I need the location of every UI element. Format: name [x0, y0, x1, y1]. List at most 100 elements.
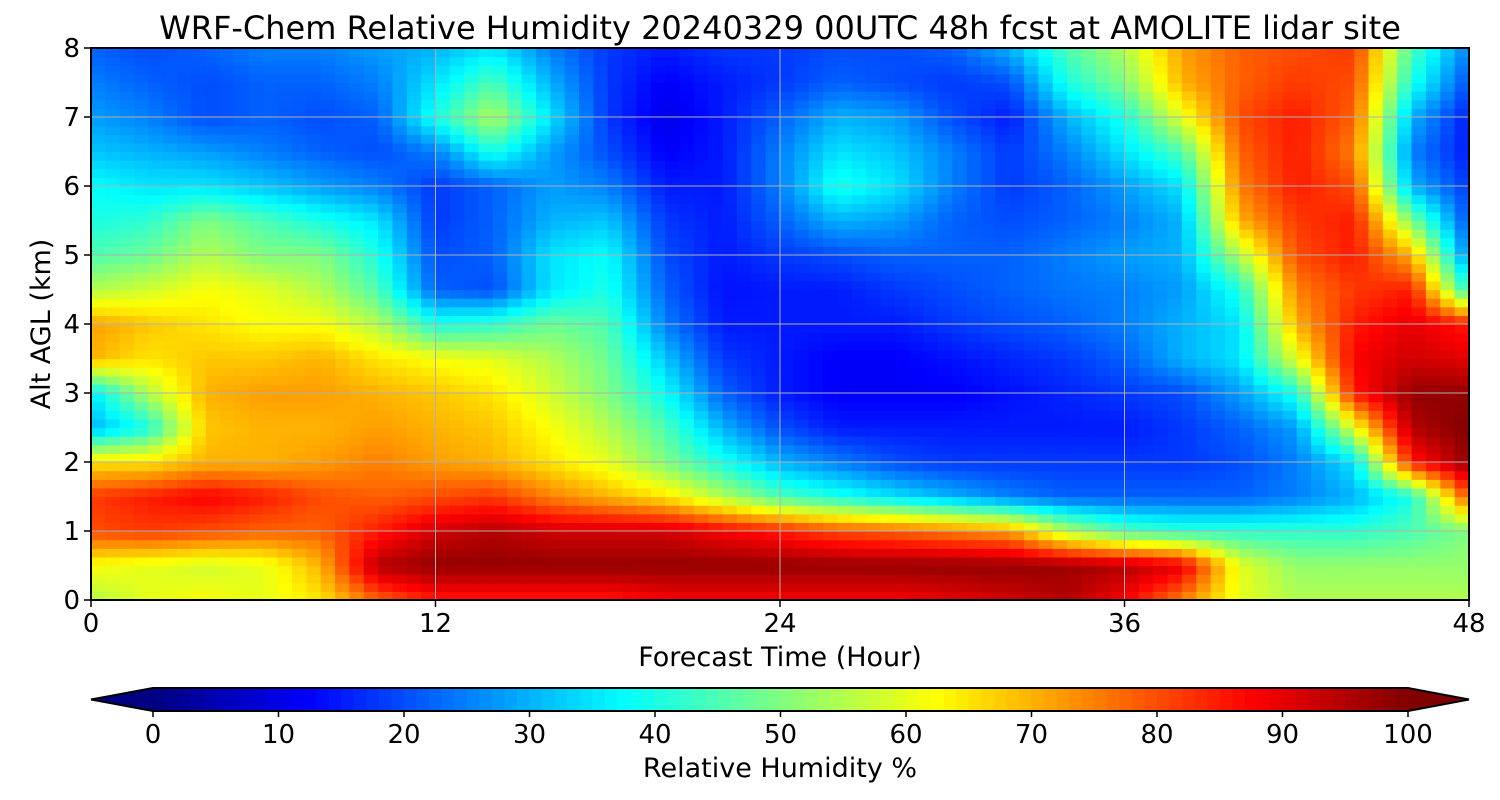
heatmap-cell: [966, 160, 982, 170]
heatmap-cell: [320, 513, 336, 523]
heatmap-cell: [823, 548, 839, 558]
heatmap-cell: [105, 194, 121, 204]
heatmap-cell: [91, 401, 106, 411]
heatmap-cell: [478, 349, 494, 360]
heatmap-cell: [1224, 513, 1240, 523]
heatmap-cell: [220, 324, 236, 334]
heatmap-cell: [1239, 220, 1255, 230]
heatmap-cell: [492, 427, 508, 437]
heatmap-cell: [980, 393, 996, 403]
heatmap-cell: [823, 470, 839, 480]
heatmap-cell: [1081, 349, 1097, 360]
heatmap-cell: [263, 324, 279, 334]
heatmap-cell: [794, 487, 810, 498]
heatmap-cell: [607, 582, 623, 592]
heatmap-cell: [320, 496, 336, 506]
heatmap-cell: [1411, 505, 1427, 515]
heatmap-cell: [435, 289, 451, 299]
heatmap-cell: [880, 522, 896, 532]
heatmap-cell: [593, 453, 609, 463]
heatmap-cell: [1067, 160, 1083, 170]
heatmap-cell: [880, 401, 896, 411]
heatmap-cell: [851, 246, 867, 256]
heatmap-cell: [1110, 522, 1126, 532]
heatmap-cell: [1397, 384, 1413, 394]
heatmap-cell: [349, 375, 365, 385]
heatmap-cell: [736, 539, 752, 549]
heatmap-cell: [421, 367, 437, 377]
heatmap-cell: [607, 186, 623, 196]
heatmap-cell: [995, 186, 1011, 196]
heatmap-cell: [291, 237, 307, 247]
heatmap-cell: [837, 237, 853, 247]
heatmap-cell: [378, 237, 394, 247]
heatmap-cell: [894, 229, 910, 239]
heatmap-cell: [1009, 427, 1025, 437]
heatmap-cell: [191, 453, 207, 463]
heatmap-cell: [622, 306, 638, 316]
heatmap-cell: [1081, 479, 1097, 489]
heatmap-cell: [937, 289, 953, 299]
heatmap-cell: [1425, 565, 1441, 575]
heatmap-cell: [320, 410, 336, 420]
heatmap-cell: [435, 548, 451, 558]
heatmap-cell: [1397, 168, 1413, 178]
heatmap-cell: [1224, 324, 1240, 334]
heatmap-cell: [722, 255, 738, 265]
heatmap-cell: [1210, 556, 1226, 567]
heatmap-cell: [1411, 410, 1427, 420]
heatmap-cell: [1425, 367, 1441, 377]
heatmap-cell: [579, 427, 594, 437]
heatmap-cell: [937, 436, 953, 446]
heatmap-cell: [1210, 522, 1226, 532]
heatmap-cell: [492, 505, 508, 515]
heatmap-cell: [320, 349, 336, 360]
heatmap-cell: [507, 513, 523, 523]
heatmap-cell: [105, 332, 121, 342]
heatmap-cell: [909, 367, 925, 377]
heatmap-cell: [780, 539, 795, 549]
heatmap-cell: [736, 263, 752, 273]
heatmap-cell: [363, 479, 379, 489]
heatmap-cell: [1153, 246, 1169, 256]
heatmap-cell: [1052, 462, 1068, 472]
heatmap-cell: [1368, 496, 1384, 506]
heatmap-cell: [665, 479, 681, 489]
heatmap-cell: [306, 272, 322, 282]
heatmap-cell: [894, 548, 910, 558]
heatmap-cell: [421, 289, 437, 299]
heatmap-cell: [1210, 246, 1226, 256]
heatmap-cell: [1138, 349, 1154, 360]
heatmap-cell: [449, 444, 465, 454]
heatmap-cell: [392, 263, 408, 273]
heatmap-cell: [148, 349, 164, 360]
heatmap-cell: [277, 556, 293, 567]
heatmap-cell: [808, 531, 824, 541]
heatmap-cell: [593, 151, 609, 161]
heatmap-cell: [693, 332, 709, 342]
heatmap-cell: [564, 513, 580, 523]
heatmap-cell: [1411, 401, 1427, 411]
heatmap-cell: [1110, 436, 1126, 446]
heatmap-cell: [1411, 436, 1427, 446]
heatmap-cell: [1124, 531, 1140, 541]
heatmap-cell: [349, 548, 365, 558]
heatmap-cell: [1339, 194, 1355, 204]
heatmap-cell: [1239, 237, 1255, 247]
heatmap-cell: [1425, 298, 1441, 308]
heatmap-cell: [1024, 324, 1039, 334]
heatmap-cell: [1067, 582, 1083, 592]
heatmap-cell: [937, 367, 953, 377]
heatmap-cell: [837, 168, 853, 178]
heatmap-cell: [1196, 358, 1212, 368]
heatmap-cell: [148, 444, 164, 454]
heatmap-cell: [291, 246, 307, 256]
heatmap-cell: [550, 298, 566, 308]
heatmap-cell: [349, 263, 365, 273]
heatmap-cell: [1454, 324, 1469, 334]
heatmap-cell: [134, 479, 150, 489]
heatmap-cell: [693, 186, 709, 196]
heatmap-cell: [866, 565, 882, 575]
heatmap-cell: [1268, 582, 1283, 592]
heatmap-cell: [1282, 151, 1298, 161]
